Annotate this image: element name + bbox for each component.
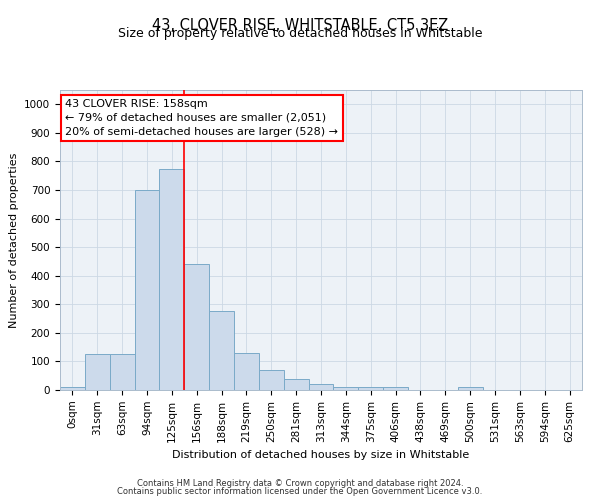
Text: Contains HM Land Registry data © Crown copyright and database right 2024.: Contains HM Land Registry data © Crown c… bbox=[137, 478, 463, 488]
Text: Contains public sector information licensed under the Open Government Licence v3: Contains public sector information licen… bbox=[118, 487, 482, 496]
Text: 43, CLOVER RISE, WHITSTABLE, CT5 3EZ: 43, CLOVER RISE, WHITSTABLE, CT5 3EZ bbox=[152, 18, 448, 32]
Bar bbox=[234, 353, 259, 390]
Bar bbox=[184, 264, 209, 390]
Bar bbox=[85, 354, 110, 390]
X-axis label: Distribution of detached houses by size in Whitstable: Distribution of detached houses by size … bbox=[172, 450, 470, 460]
Bar bbox=[284, 379, 308, 390]
Bar bbox=[458, 387, 482, 390]
Bar bbox=[160, 168, 184, 390]
Bar bbox=[110, 354, 134, 390]
Bar bbox=[308, 384, 334, 390]
Bar bbox=[358, 387, 383, 390]
Y-axis label: Number of detached properties: Number of detached properties bbox=[8, 152, 19, 328]
Bar bbox=[383, 387, 408, 390]
Bar bbox=[209, 312, 234, 390]
Bar bbox=[134, 190, 160, 390]
Bar bbox=[334, 387, 358, 390]
Bar bbox=[259, 370, 284, 390]
Text: 43 CLOVER RISE: 158sqm
← 79% of detached houses are smaller (2,051)
20% of semi-: 43 CLOVER RISE: 158sqm ← 79% of detached… bbox=[65, 99, 338, 137]
Text: Size of property relative to detached houses in Whitstable: Size of property relative to detached ho… bbox=[118, 28, 482, 40]
Bar bbox=[60, 387, 85, 390]
